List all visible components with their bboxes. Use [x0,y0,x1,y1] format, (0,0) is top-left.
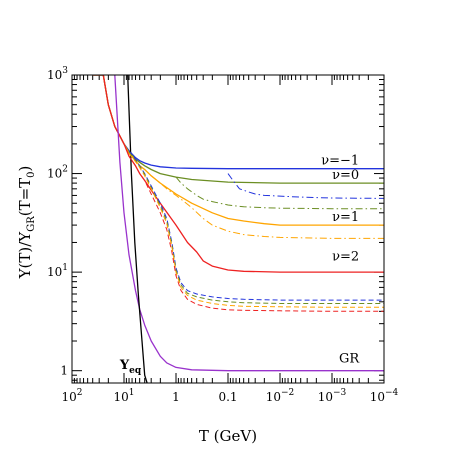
y-tick-labels: 1 101 102 103 [47,66,68,378]
y-tick-label: 102 [47,165,68,181]
y-axis-title: Y(T)/YGR(T=T0) [16,166,37,280]
series-line-dashdot [139,165,384,239]
x-tick-labels: 102 101 1 0.1 10−2 10−3 10−4 [61,388,398,404]
x-tick-label: 10−4 [370,388,399,404]
series-line-dashdot [227,173,384,199]
y-tick-label: 1 [60,364,68,378]
series-line-dashdot [175,176,384,210]
x-tick-label: 0.1 [218,390,237,404]
x-tick-label: 102 [61,388,82,404]
y-tick-label: 103 [47,66,68,82]
series-label: ν=−1 [321,154,359,169]
x-tick-label: 10−3 [318,388,347,404]
minor-ticks [72,75,384,383]
series-label: ν=2 [332,249,359,264]
series-label: ν=1 [332,210,359,225]
series-label: GR [339,352,360,367]
series-line-dashed [128,151,384,304]
x-tick-label: 10−2 [266,388,295,404]
x-tick-label: 1 [172,390,180,404]
series-label: Yeq [119,358,142,376]
series-label: ν=0 [332,168,359,183]
x-axis-title: T (GeV) [199,427,257,445]
series-line-solid [127,75,148,383]
y-tick-label: 101 [47,263,68,279]
x-tick-label: 101 [113,388,134,404]
plot-frame [71,74,385,384]
series-layer [92,75,384,383]
series-line-dashed [128,155,384,312]
series-labels: ν=−1ν=0 ν=1 ν=2 GR Yeq [119,154,361,376]
series-line-solid [114,75,384,372]
series-line-dashed [128,153,384,308]
